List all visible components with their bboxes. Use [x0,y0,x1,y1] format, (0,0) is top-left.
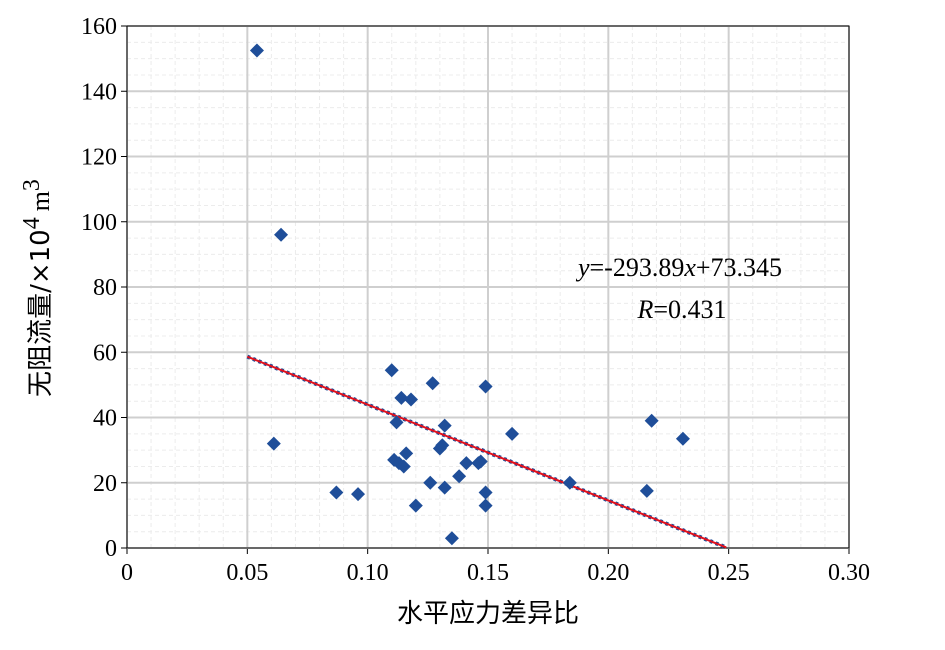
x-tick-label: 0 [121,560,133,586]
y-tick-label: 100 [81,210,117,236]
y-tick-label: 140 [81,79,117,105]
data-point [249,43,264,58]
data-point [505,426,520,441]
data-point [437,480,452,495]
data-point [396,459,411,474]
x-tick-label: 0.30 [828,560,870,586]
data-point [384,363,399,378]
data-point [389,415,404,430]
data-point [478,379,493,394]
data-point [423,475,438,490]
x-tick-label: 0.15 [467,560,509,586]
trendline-equation: y=-293.89x+73.345 [575,253,782,282]
data-point [399,446,414,461]
data-point [266,436,281,451]
data-point [274,227,289,242]
y-axis-title-unit: m [26,191,55,211]
y-tick-labels: 0 20 40 60 80 100 120 140 160 [81,14,117,562]
data-point [452,469,467,484]
y-tick-label: 20 [93,471,117,497]
data-point [639,483,654,498]
data-point [473,454,488,469]
equation-intercept: +73.345 [696,253,782,282]
data-point [478,498,493,513]
y-axis-title-unit-exponent: 3 [19,179,45,191]
data-point [437,418,452,433]
equation-x-symbol: x [683,253,696,282]
y-axis-title: 无阻流量/×104 m3 [19,179,56,397]
data-point [403,392,418,407]
y-tick-label: 60 [93,340,117,366]
correlation-value: =0.431 [653,295,726,324]
y-tick-label: 0 [105,536,117,562]
x-tick-label: 0.20 [587,560,629,586]
x-tick-label: 0.10 [347,560,389,586]
x-tick-labels: 0 0.05 0.10 0.15 0.20 0.25 0.30 [121,560,870,586]
correlation-label: R=0.431 [636,295,726,324]
y-axis-title-main: 无阻流量/×10 [26,229,56,397]
y-tick-label: 160 [81,14,117,40]
data-point [444,531,459,546]
y-axis-title-exponent: 4 [19,217,45,229]
trendline-layer [246,354,728,550]
y-tick-label: 40 [93,406,117,432]
data-point [562,475,577,490]
data-point [459,456,474,471]
points-layer [249,43,690,546]
major-grid [121,25,850,554]
plot-frame [126,25,850,549]
correlation-symbol: R [636,295,653,324]
data-point [329,485,344,500]
data-point [478,485,493,500]
y-tick-label: 80 [93,275,117,301]
data-point [435,438,450,453]
data-point [644,413,659,428]
data-point [351,487,366,502]
data-point [675,431,690,446]
x-axis-title: 水平应力差异比 [397,599,579,629]
trendline [246,355,727,549]
data-point [394,390,409,405]
equation-y-symbol: y [575,253,590,282]
data-point [425,376,440,391]
y-tick-label: 120 [81,145,117,171]
x-tick-label: 0.05 [226,560,268,586]
x-tick-label: 0.25 [708,560,750,586]
equation-slope: =-293.89 [590,253,685,282]
data-point [408,498,423,513]
